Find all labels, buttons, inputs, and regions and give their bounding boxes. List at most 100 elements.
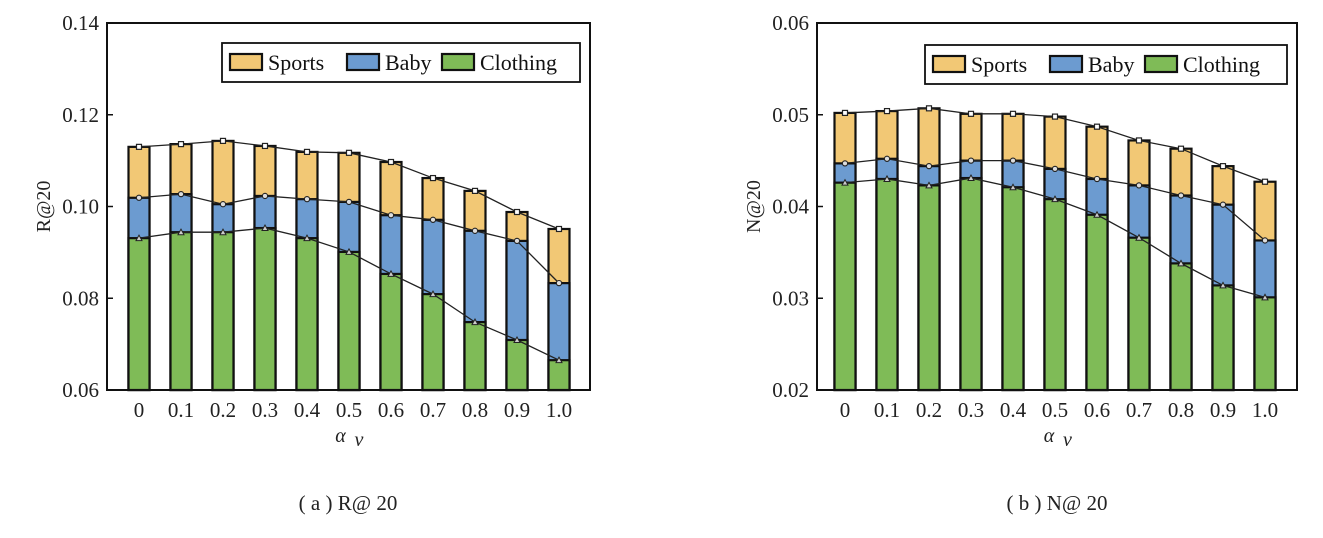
marker-circle <box>177 190 185 198</box>
marker-square <box>219 137 227 144</box>
marker-triangle <box>883 174 891 182</box>
marker-square <box>1219 163 1227 170</box>
x-tick-label: 0.8 <box>462 398 488 422</box>
marker-triangle <box>967 174 975 182</box>
y-tick-label: 0.10 <box>62 195 99 219</box>
y-tick-label: 0.12 <box>62 103 99 127</box>
x-tick-label: 0.5 <box>336 398 362 422</box>
x-tick-label: 0.5 <box>1042 398 1068 422</box>
bar-clothing <box>337 250 361 392</box>
legend-swatch-baby <box>1048 54 1084 74</box>
x-tick-label: 0.8 <box>1168 398 1194 422</box>
marker-triangle <box>471 318 479 326</box>
marker-square <box>555 225 563 233</box>
bar-clothing <box>253 226 277 392</box>
x-tick-label: 0.6 <box>1084 398 1110 422</box>
marker-square <box>471 187 479 195</box>
marker-circle <box>1261 237 1269 244</box>
marker-triangle <box>177 228 185 236</box>
marker-square <box>841 109 849 117</box>
marker-triangle <box>303 234 311 242</box>
x-tick-label: 0 <box>134 398 145 422</box>
marker-circle <box>513 237 521 245</box>
x-tick-label: 0.6 <box>378 398 404 422</box>
marker-circle <box>967 157 975 164</box>
bar-clothing <box>505 338 529 392</box>
x-tick-label: 0.2 <box>916 398 942 422</box>
bar-clothing <box>959 176 983 392</box>
marker-square <box>513 208 521 216</box>
marker-circle <box>1135 182 1143 189</box>
bar-clothing <box>547 359 571 392</box>
x-axis-label: α <box>335 425 346 447</box>
bar-clothing <box>379 272 403 392</box>
marker-circle <box>1009 157 1017 164</box>
marker-square <box>1051 113 1059 120</box>
marker-triangle <box>261 224 269 232</box>
marker-triangle <box>841 178 849 186</box>
marker-triangle <box>1009 183 1017 191</box>
legend-swatch-baby <box>345 52 381 72</box>
bar-clothing <box>1043 198 1067 392</box>
x-axis-label: α <box>1044 425 1055 447</box>
legend-swatch-sports <box>931 54 967 74</box>
x-tick-label: 0.1 <box>168 398 194 422</box>
bar-clothing <box>463 321 487 392</box>
y-tick-label: 0.06 <box>62 378 99 402</box>
marker-circle <box>429 216 437 223</box>
legend-frame <box>924 44 1288 85</box>
x-tick-label: 0 <box>840 398 851 422</box>
marker-square <box>387 158 395 166</box>
x-tick-label: 0.4 <box>1000 398 1027 422</box>
legend-label-baby: Baby <box>385 50 431 75</box>
legend-swatch-sports <box>228 52 264 72</box>
y-axis-label: R@20 <box>33 181 55 233</box>
bar-clothing <box>169 231 193 392</box>
marker-circle <box>883 155 891 162</box>
marker-circle <box>261 192 269 200</box>
marker-triangle <box>429 290 437 298</box>
marker-square <box>429 174 437 182</box>
bar-clothing <box>421 293 445 392</box>
x-tick-label: 0.3 <box>252 398 278 422</box>
bar-clothing <box>295 237 319 392</box>
x-tick-label: 0.2 <box>210 398 236 422</box>
x-tick-label: 0.7 <box>1126 398 1152 422</box>
marker-circle <box>219 201 227 208</box>
y-tick-label: 0.04 <box>772 195 809 219</box>
marker-square <box>1135 137 1143 144</box>
bar-clothing <box>1085 213 1109 392</box>
bar-clothing <box>875 177 899 392</box>
marker-circle <box>345 198 353 206</box>
marker-triangle <box>387 269 395 277</box>
bar-clothing <box>1211 284 1235 392</box>
x-tick-label: 0.1 <box>874 398 900 422</box>
chart-a: 0.06 0.08 0.10 0.12 0.14 0 0.1 0.2 0.3 0.4 0.5 0.6 0… <box>33 11 591 515</box>
x-tick-label: 0.9 <box>1210 398 1236 422</box>
y-tick-label: 0.02 <box>772 378 809 402</box>
marker-triangle <box>219 228 227 236</box>
y-tick-label: 0.03 <box>772 286 809 310</box>
marker-triangle <box>925 181 933 189</box>
marker-square <box>345 149 353 156</box>
marker-circle <box>471 227 479 234</box>
marker-circle <box>555 279 563 287</box>
bar-clothing <box>127 237 151 392</box>
marker-triangle <box>1261 293 1269 301</box>
legend-swatch-clothing <box>1143 54 1179 74</box>
y-tick-label: 0.14 <box>62 11 99 35</box>
marker-square <box>135 143 143 150</box>
y-tick-label: 0.06 <box>772 11 809 35</box>
marker-triangle <box>1093 210 1101 218</box>
marker-circle <box>1093 175 1101 183</box>
marker-circle <box>135 194 143 201</box>
marker-square <box>1093 123 1101 130</box>
marker-circle <box>1219 201 1227 208</box>
marker-triangle <box>1219 281 1227 289</box>
bar-clothing <box>917 184 941 392</box>
legend-label-clothing: Clothing <box>1183 52 1260 77</box>
chart-caption: ( a ) R@ 20 <box>299 491 398 515</box>
y-tick-label: 0.05 <box>772 103 809 127</box>
marker-square <box>967 110 975 117</box>
